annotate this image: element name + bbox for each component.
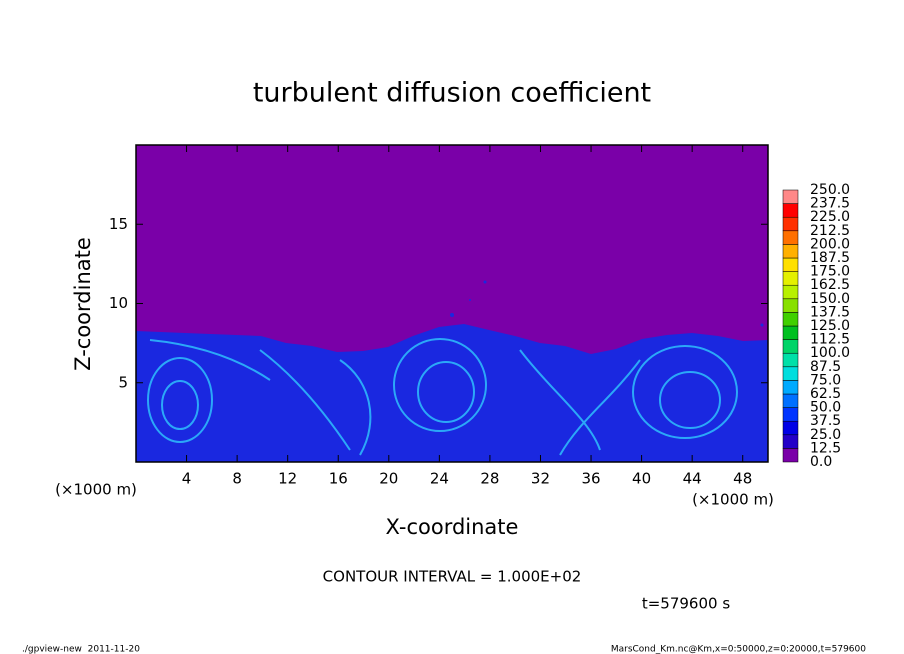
x-axis-title: X-coordinate bbox=[386, 515, 519, 539]
colorbar-bin bbox=[782, 380, 799, 395]
colorbar-label: 87.5 bbox=[810, 359, 841, 375]
colorbar-bin bbox=[782, 366, 799, 381]
x-tick-label: 32 bbox=[531, 470, 550, 488]
y-tick-label: 15 bbox=[109, 215, 128, 233]
colorbar-bin bbox=[782, 325, 799, 340]
turbulent-layer bbox=[136, 324, 768, 462]
colorbar-bin bbox=[782, 393, 799, 408]
swirls bbox=[147, 338, 738, 456]
x-tick-label: 20 bbox=[379, 470, 398, 488]
colorbar-bin bbox=[782, 203, 799, 218]
colorbar-label: 50.0 bbox=[810, 400, 841, 416]
colorbar-label: 237.5 bbox=[810, 196, 850, 212]
time-label: t=579600 s bbox=[642, 595, 730, 613]
colorbar-bin bbox=[782, 312, 799, 327]
x-tick-label: 12 bbox=[278, 470, 297, 488]
axes: 4 8 12 16 20 24 28 32 36 40 44 48510150.012.525.037… bbox=[109, 145, 850, 488]
colorbar-label: 75.0 bbox=[810, 372, 841, 388]
x-tick-label: 4 bbox=[182, 470, 192, 488]
colorbar-label: 37.5 bbox=[810, 413, 841, 429]
colorbar-label: 150.0 bbox=[810, 291, 850, 307]
footer-right: MarsCond_Km.nc@Km,x=0:50000,z=0:20000,t=… bbox=[611, 645, 866, 654]
x-tick-label: 40 bbox=[632, 470, 651, 488]
colorbar-label: 125.0 bbox=[810, 318, 850, 334]
colorbar-label: 200.0 bbox=[810, 236, 850, 252]
speckles bbox=[450, 280, 764, 327]
y-tick-label: 10 bbox=[109, 294, 128, 312]
colorbar-bin bbox=[782, 434, 799, 449]
colorbar-label: 12.5 bbox=[810, 440, 841, 456]
colorbar-bin bbox=[782, 244, 799, 259]
colorbar-label: 212.5 bbox=[810, 223, 850, 239]
colorbar-bin bbox=[782, 420, 799, 436]
colorbar-label: 25.0 bbox=[810, 427, 841, 443]
colorbar-label: 187.5 bbox=[810, 250, 850, 266]
colorbar-label: 225.0 bbox=[810, 209, 850, 225]
colorbar-label: 162.5 bbox=[810, 277, 850, 293]
contour-interval: CONTOUR INTERVAL = 1.000E+02 bbox=[323, 568, 582, 586]
x-tick-label: 16 bbox=[329, 470, 348, 488]
x-tick-label: 24 bbox=[430, 470, 449, 488]
colorbar-label: 100.0 bbox=[810, 345, 850, 361]
x-tick-label: 28 bbox=[480, 470, 499, 488]
colorbar-bin bbox=[782, 352, 799, 368]
x-unit-label: (×1000 m) bbox=[692, 491, 774, 509]
colorbar-bin bbox=[782, 407, 799, 422]
colorbar-label: 0.0 bbox=[810, 454, 832, 470]
colorbar-bin bbox=[782, 298, 799, 313]
y-tick-label: 5 bbox=[118, 373, 128, 391]
y-unit-label: (×1000 m) bbox=[55, 481, 137, 499]
colorbar-bin bbox=[782, 230, 799, 245]
footer-left: ./gpview-new 2011-11-20 bbox=[22, 645, 140, 654]
colorbar-bin bbox=[782, 284, 799, 300]
colorbar-bin bbox=[782, 339, 799, 354]
x-tick-label: 44 bbox=[683, 470, 702, 488]
x-tick-label: 8 bbox=[232, 470, 242, 488]
colorbar-label: 250.0 bbox=[810, 182, 850, 198]
colorbar-bin bbox=[782, 216, 799, 232]
colorbar-bin bbox=[782, 271, 799, 286]
colorbar-label: 175.0 bbox=[810, 264, 850, 280]
colorbar-label: 62.5 bbox=[810, 386, 841, 402]
plot-frame bbox=[135, 144, 769, 463]
colorbar-label: 112.5 bbox=[810, 332, 850, 348]
x-tick-label: 36 bbox=[581, 470, 600, 488]
colorbar-label: 137.5 bbox=[810, 304, 850, 320]
colorbar-bin bbox=[782, 448, 799, 463]
y-axis-title: Z-coordinate bbox=[71, 237, 95, 371]
chart-title: turbulent diffusion coefficient bbox=[253, 78, 651, 109]
x-tick-label: 48 bbox=[733, 470, 752, 488]
field bbox=[136, 145, 768, 462]
colorbar-bin bbox=[782, 257, 799, 272]
colorbar-bin bbox=[782, 189, 799, 204]
